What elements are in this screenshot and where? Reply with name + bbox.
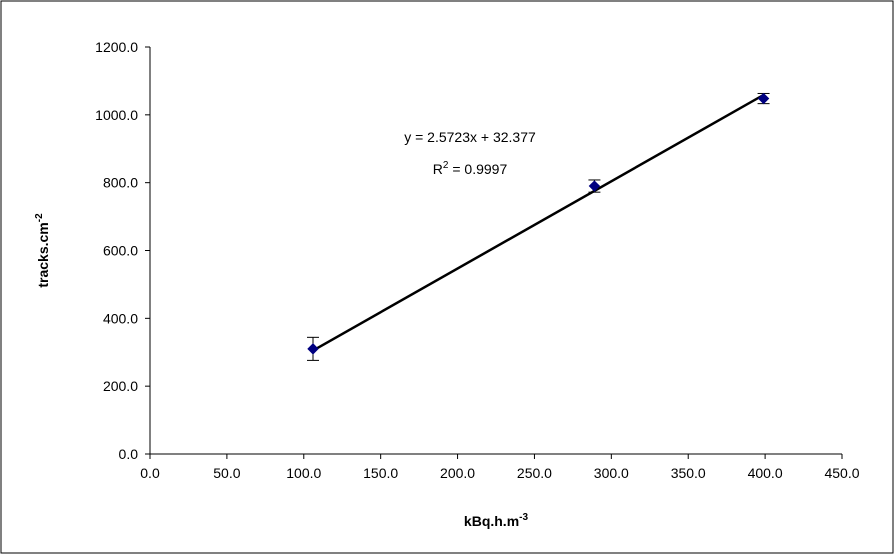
y-tick-label: 200.0 [103,378,138,394]
y-tick-label: 800.0 [103,175,138,191]
x-tick-label: 350.0 [671,465,706,481]
y-axis-title-text: tracks.cm [35,222,51,287]
r2-text: R [433,161,443,177]
y-tick-label: 1200.0 [95,39,138,55]
x-tick-label: 50.0 [213,465,240,481]
chart: 0.0 200.0 400.0 600.0 800.0 1000.0 1200.0 0.0 50… [0,0,894,554]
r2-value: = 0.9997 [448,161,507,177]
x-tick-label: 250.0 [517,465,552,481]
y-tick-label: 400.0 [103,310,138,326]
y-tick-label: 600.0 [103,243,138,259]
y-tick-label: 0.0 [119,446,139,462]
x-tick-label: 450.0 [824,465,859,481]
y-axis-title-sup: -2 [34,213,45,222]
x-tick-label: 200.0 [440,465,475,481]
x-axis-title-text: kBq.h.m [464,513,519,529]
y-tick-label: 1000.0 [95,107,138,123]
x-tick-label: 300.0 [594,465,629,481]
x-tick-label: 100.0 [286,465,321,481]
x-tick-label: 400.0 [748,465,783,481]
x-axis-title: kBq.h.m-3 [464,512,529,529]
x-tick-label: 150.0 [363,465,398,481]
trendline-equation: y = 2.5723x + 32.377 [404,129,536,145]
x-axis-title-sup: -3 [519,512,528,523]
x-tick-label: 0.0 [140,465,160,481]
y-axis-title: tracks.cm-2 [34,213,51,288]
